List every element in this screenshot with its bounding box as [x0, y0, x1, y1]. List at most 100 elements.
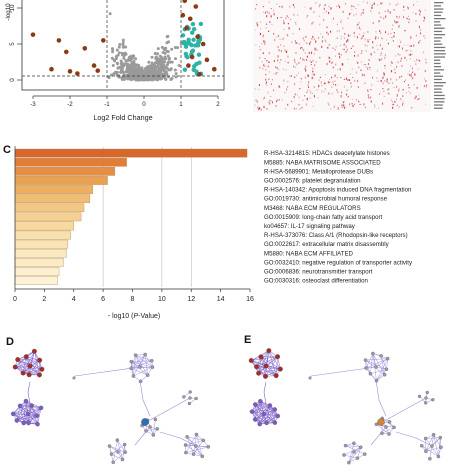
- heatmap-cell: [263, 40, 265, 43]
- heatmap-cell: [281, 99, 283, 101]
- heatmap-cell: [273, 60, 275, 62]
- network-node: [144, 429, 148, 433]
- network-edge: [193, 440, 204, 455]
- heatmap-cell: [302, 37, 304, 40]
- network-node: [258, 354, 264, 360]
- heatmap-cell: [254, 104, 256, 106]
- heatmap-cell: [402, 95, 404, 97]
- volcano-point: [163, 57, 167, 61]
- volcano-point: [173, 46, 177, 50]
- heatmap-cell: [261, 61, 263, 63]
- volcano-point: [152, 72, 156, 76]
- network-node: [264, 420, 269, 426]
- volcano-point: [134, 57, 138, 61]
- volcano-point: [111, 64, 115, 68]
- heatmap-cell: [384, 10, 386, 12]
- network-node: [359, 445, 363, 449]
- heatmap-cell: [265, 23, 268, 25]
- network-hub-node: [377, 418, 385, 426]
- heatmap-cell: [413, 4, 415, 6]
- heatmap-cell: [298, 28, 301, 30]
- volcano-point: [163, 55, 167, 59]
- heatmap-cell: [328, 56, 330, 59]
- heatmap-cell: [336, 89, 338, 92]
- heatmap-cell: [313, 38, 315, 41]
- network-node: [191, 452, 196, 456]
- network-edge: [74, 366, 141, 377]
- heatmap-cell: [408, 90, 410, 92]
- network-edge: [372, 353, 377, 368]
- bar-term-label: R-HSA-140342: Apoptosis induced DNA frag…: [264, 187, 411, 194]
- heatmap-cell: [347, 58, 349, 60]
- network-node: [26, 372, 32, 378]
- volcano-point: [129, 77, 133, 81]
- heatmap-cell: [355, 13, 357, 15]
- network-node: [25, 411, 31, 417]
- heatmap-cell: [394, 72, 396, 74]
- volcano-point: [191, 26, 197, 32]
- heatmap-cell: [397, 21, 399, 24]
- heatmap-cell: [425, 86, 427, 88]
- heatmap-cell: [418, 98, 420, 100]
- heatmap-cell: [344, 33, 346, 35]
- network-edge: [345, 445, 361, 448]
- heatmap-cell: [308, 81, 310, 83]
- heatmap-cell: [298, 104, 300, 106]
- heatmap-cell: [310, 52, 313, 54]
- heatmap-cell: [303, 59, 305, 61]
- heatmap-cell: [268, 61, 270, 63]
- heatmap-cell: [355, 71, 358, 74]
- heatmap-cell: [398, 45, 401, 48]
- bar-x-tick-label: 8: [131, 296, 135, 303]
- heatmap-cell: [343, 48, 345, 50]
- heatmap-cell: [358, 21, 360, 24]
- network-node: [194, 444, 198, 448]
- heatmap-cell: [331, 92, 333, 95]
- heatmap-cell: [340, 95, 342, 98]
- heatmap-cell: [259, 49, 261, 51]
- volcano-point: [135, 76, 139, 80]
- heatmap-cell: [257, 24, 259, 27]
- heatmap-cell: [350, 73, 352, 75]
- heatmap-cell: [325, 41, 327, 43]
- heatmap-cell: [387, 10, 389, 13]
- heatmap-cell: [318, 15, 320, 17]
- network-edge: [425, 434, 434, 452]
- heatmap-cell: [280, 44, 282, 46]
- heatmap-cell: [384, 54, 386, 57]
- volcano-point: [121, 41, 125, 45]
- heatmap-cell: [284, 60, 286, 62]
- network-edge: [251, 409, 275, 412]
- network-node: [347, 460, 351, 465]
- heatmap-cell: [360, 69, 362, 71]
- heatmap-cell: [273, 13, 275, 17]
- network-edge: [255, 404, 275, 410]
- heatmap-cell: [405, 49, 407, 52]
- volcano-point: [140, 70, 144, 74]
- network-edge: [193, 434, 197, 455]
- heatmap-cell: [351, 8, 353, 11]
- heatmap-cell: [323, 19, 325, 22]
- volcano-point: [196, 52, 202, 57]
- network-node: [425, 390, 429, 395]
- heatmap-cell: [389, 11, 391, 14]
- bar-term-label: GO:0015909: long-chain fatty acid transp…: [264, 214, 383, 221]
- heatmap-cell: [304, 76, 306, 79]
- heatmap-cell: [360, 38, 362, 40]
- network-node: [131, 374, 136, 378]
- bar-x-tick-label: 16: [246, 296, 254, 303]
- volcano-point: [167, 68, 171, 72]
- heatmap-cell: [339, 56, 341, 59]
- network-node: [107, 444, 112, 448]
- network-node: [436, 454, 441, 459]
- volcano-point: [117, 51, 121, 55]
- heatmap-row-label: [434, 34, 446, 36]
- volcano-point: [108, 12, 112, 16]
- heatmap-cell: [409, 58, 411, 60]
- volcano-point: [158, 54, 162, 58]
- heatmap-cell: [372, 22, 374, 24]
- heatmap-cell: [397, 45, 399, 48]
- network-node: [10, 411, 16, 417]
- heatmap-cell: [350, 82, 352, 85]
- volcano-point: [67, 69, 73, 74]
